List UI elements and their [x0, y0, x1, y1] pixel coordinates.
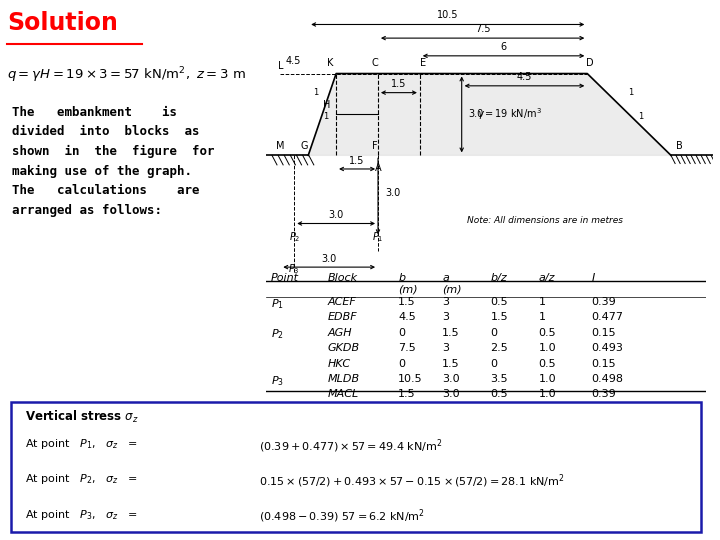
Text: 1.5: 1.5	[442, 359, 459, 369]
Text: 3.0: 3.0	[322, 254, 337, 264]
Text: b/z: b/z	[490, 273, 507, 283]
Text: MACL: MACL	[328, 389, 359, 400]
Text: 0.498: 0.498	[591, 374, 624, 384]
Text: A: A	[374, 163, 382, 173]
Text: D: D	[586, 58, 594, 68]
Text: 1.5: 1.5	[490, 312, 508, 322]
Text: 0.39: 0.39	[591, 297, 616, 307]
Text: Point: Point	[271, 273, 299, 283]
Text: 1: 1	[312, 89, 318, 97]
Text: 3.0: 3.0	[442, 374, 459, 384]
Text: 0.5: 0.5	[539, 359, 557, 369]
Text: $P_3$: $P_3$	[289, 262, 300, 276]
Text: 4.5: 4.5	[285, 56, 300, 66]
Text: At point   $P_1$,   $\sigma_z$   =: At point $P_1$, $\sigma_z$ =	[24, 437, 138, 451]
Text: $0.15\times(57/2) + 0.493\times57 - 0.15\times(57/2) = 28.1\ \mathrm{kN/m^2}$: $0.15\times(57/2) + 0.493\times57 - 0.15…	[258, 472, 564, 490]
Text: 0.477: 0.477	[591, 312, 624, 322]
Text: 0.5: 0.5	[490, 389, 508, 400]
Text: 1.5: 1.5	[442, 328, 459, 338]
Text: Vertical stress $\sigma_z$: Vertical stress $\sigma_z$	[24, 409, 138, 425]
Text: E: E	[420, 58, 426, 68]
Text: 1.5: 1.5	[349, 156, 365, 166]
Text: 1: 1	[539, 312, 546, 322]
Text: a/z: a/z	[539, 273, 555, 283]
Text: 0.39: 0.39	[591, 389, 616, 400]
Text: 3.0: 3.0	[328, 210, 343, 220]
Text: 0: 0	[490, 359, 498, 369]
Text: 4.5: 4.5	[517, 72, 532, 82]
Text: 0.493: 0.493	[591, 343, 624, 353]
Text: 3.0: 3.0	[469, 110, 484, 119]
Text: Note: All dimensions are in metres: Note: All dimensions are in metres	[467, 217, 624, 226]
Text: 7.5: 7.5	[398, 343, 416, 353]
Text: 1.5: 1.5	[398, 389, 415, 400]
Polygon shape	[308, 73, 671, 156]
Text: 3.5: 3.5	[490, 374, 508, 384]
Text: 1.0: 1.0	[539, 374, 557, 384]
Text: 1.0: 1.0	[539, 343, 557, 353]
Text: GKDB: GKDB	[328, 343, 360, 353]
Text: L: L	[278, 61, 283, 71]
Text: AGH: AGH	[328, 328, 353, 338]
Text: 0: 0	[398, 359, 405, 369]
Text: 3: 3	[442, 312, 449, 322]
Text: 0.15: 0.15	[591, 328, 616, 338]
Text: 3.0: 3.0	[385, 188, 400, 198]
Text: 1: 1	[539, 297, 546, 307]
Text: 0.5: 0.5	[539, 328, 557, 338]
Text: HKC: HKC	[328, 359, 351, 369]
Text: $P_3$: $P_3$	[271, 374, 284, 388]
Text: $q = \gamma H = 19\times3 = 57\ \mathrm{kN/m^2},\ z = 3\ \mathrm{m}$: $q = \gamma H = 19\times3 = 57\ \mathrm{…	[7, 66, 246, 85]
Text: 3: 3	[442, 297, 449, 307]
Text: 0.5: 0.5	[490, 297, 508, 307]
Text: C: C	[372, 58, 379, 68]
Text: $P_1$: $P_1$	[372, 230, 384, 244]
Text: F: F	[372, 141, 378, 151]
Text: 1.0: 1.0	[539, 389, 557, 400]
Text: 7.5: 7.5	[475, 24, 490, 34]
Text: 0: 0	[490, 328, 498, 338]
Text: 3.0: 3.0	[442, 389, 459, 400]
Text: 0.15: 0.15	[591, 359, 616, 369]
Text: 3: 3	[442, 343, 449, 353]
Text: $P_2$: $P_2$	[289, 230, 300, 244]
Text: Block: Block	[328, 273, 358, 283]
Text: $(0.498 - 0.39)\ 57 = 6.2\ \mathrm{kN/m^2}$: $(0.498 - 0.39)\ 57 = 6.2\ \mathrm{kN/m^…	[258, 508, 425, 525]
Text: 0: 0	[398, 328, 405, 338]
Text: $(0.39 + 0.477)\times 57 = 49.4\ \mathrm{kN/m^2}$: $(0.39 + 0.477)\times 57 = 49.4\ \mathrm…	[258, 437, 442, 455]
Text: 1: 1	[323, 112, 328, 120]
Text: $P_2$: $P_2$	[271, 328, 284, 341]
Text: K: K	[328, 58, 334, 68]
Text: H: H	[323, 100, 330, 110]
Text: 4.5: 4.5	[398, 312, 416, 322]
Text: At point   $P_3$,   $\sigma_z$   =: At point $P_3$, $\sigma_z$ =	[24, 508, 138, 522]
Text: B: B	[676, 141, 683, 151]
Text: EDBF: EDBF	[328, 312, 358, 322]
Text: a
(m): a (m)	[442, 273, 462, 295]
Text: M: M	[276, 141, 284, 151]
Text: $\gamma = 19\ \mathrm{kN/m^3}$: $\gamma = 19\ \mathrm{kN/m^3}$	[477, 106, 541, 123]
Text: 2.5: 2.5	[490, 343, 508, 353]
Text: 1: 1	[638, 112, 643, 120]
Text: 1: 1	[628, 89, 633, 97]
Text: I: I	[591, 273, 595, 283]
Text: Solution: Solution	[7, 11, 118, 35]
Text: The   embankment    is
divided  into  blocks  as
shown  in  the  figure  for
mak: The embankment is divided into blocks as…	[12, 106, 215, 217]
Text: G: G	[300, 141, 308, 151]
FancyBboxPatch shape	[11, 402, 701, 532]
Text: b
(m): b (m)	[398, 273, 418, 295]
Text: 1.5: 1.5	[398, 297, 415, 307]
Text: 10.5: 10.5	[437, 10, 459, 21]
Text: 1.5: 1.5	[391, 79, 407, 89]
Text: MLDB: MLDB	[328, 374, 360, 384]
Text: ACEF: ACEF	[328, 297, 356, 307]
Text: $P_1$: $P_1$	[271, 297, 284, 310]
Text: At point   $P_2$,   $\sigma_z$   =: At point $P_2$, $\sigma_z$ =	[24, 472, 138, 487]
Text: 10.5: 10.5	[398, 374, 423, 384]
Text: 6: 6	[500, 42, 507, 52]
